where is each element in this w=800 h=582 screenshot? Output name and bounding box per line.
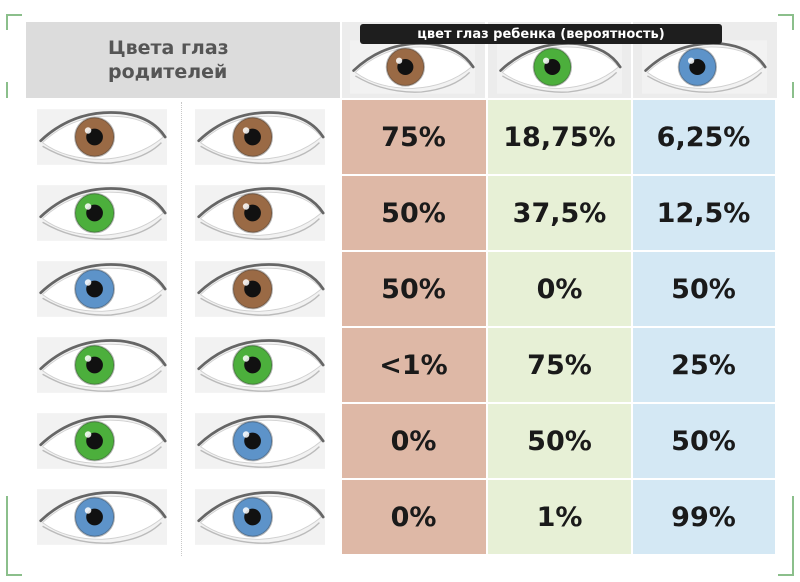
parent1-cell <box>26 100 178 174</box>
corner-mark <box>6 496 8 576</box>
corner-mark <box>6 574 22 576</box>
parent1-cell <box>26 328 178 402</box>
parent2-cell <box>184 176 336 250</box>
parent1-cell <box>26 480 178 554</box>
green-eye-icon <box>37 413 167 469</box>
row-divider <box>26 98 775 100</box>
brown-probability: <1% <box>340 328 487 402</box>
brown-eye-icon <box>195 185 325 241</box>
brown-probability: 75% <box>340 100 487 174</box>
brown-probability: 50% <box>340 252 487 326</box>
blue-eye-icon <box>37 261 167 317</box>
green-probability: 37,5% <box>487 176 632 250</box>
blue-probability: 12,5% <box>632 176 775 250</box>
blue-eye-icon <box>642 40 767 94</box>
parent1-cell <box>26 252 178 326</box>
blue-probability: 50% <box>632 252 775 326</box>
table-row: 50% 37,5% 12,5% <box>26 176 775 250</box>
row-divider <box>26 250 775 252</box>
green-probability: 0% <box>487 252 632 326</box>
brown-eye-icon <box>195 261 325 317</box>
dotted-divider <box>181 102 182 556</box>
row-divider <box>26 326 775 328</box>
child-probability-banner: цвет глаз ребенка (вероятность) <box>360 24 722 44</box>
blue-probability: 50% <box>632 404 775 478</box>
blue-probability: 99% <box>632 480 775 554</box>
brown-eye-icon <box>350 40 475 94</box>
parent2-cell <box>184 100 336 174</box>
green-probability: 1% <box>487 480 632 554</box>
column-divider <box>340 22 342 556</box>
corner-mark <box>778 574 794 576</box>
eye-color-table: Цвета глаз родителей цвет глаз ребенка (… <box>26 22 777 556</box>
parent2-cell <box>184 480 336 554</box>
corner-mark <box>6 14 22 16</box>
brown-probability: 0% <box>340 480 487 554</box>
blue-eye-icon <box>37 489 167 545</box>
row-divider <box>26 174 775 176</box>
table-row: 75% 18,75% 6,25% <box>26 100 775 174</box>
corner-mark <box>792 14 794 30</box>
parent1-cell <box>26 176 178 250</box>
blue-probability: 25% <box>632 328 775 402</box>
brown-eye-icon <box>195 109 325 165</box>
blue-eye-icon <box>195 489 325 545</box>
green-eye-icon <box>497 40 622 94</box>
row-divider <box>26 402 775 404</box>
green-probability: 18,75% <box>487 100 632 174</box>
green-probability: 50% <box>487 404 632 478</box>
parents-header: Цвета глаз родителей <box>26 22 340 98</box>
green-eye-icon <box>195 337 325 393</box>
blue-probability: 6,25% <box>632 100 775 174</box>
table-row: 0% 1% 99% <box>26 480 775 554</box>
parent2-cell <box>184 252 336 326</box>
corner-mark <box>778 14 794 16</box>
brown-probability: 0% <box>340 404 487 478</box>
brown-probability: 50% <box>340 176 487 250</box>
green-eye-icon <box>37 337 167 393</box>
table-row: 50% 0% 50% <box>26 252 775 326</box>
green-eye-icon <box>37 185 167 241</box>
child-eye-green-header <box>487 22 632 98</box>
brown-eye-icon <box>37 109 167 165</box>
corner-mark <box>6 82 8 98</box>
corner-mark <box>792 496 794 576</box>
parent2-cell <box>184 404 336 478</box>
table-row: 0% 50% 50% <box>26 404 775 478</box>
row-divider <box>26 478 775 480</box>
corner-mark <box>6 14 8 30</box>
column-divider <box>631 22 633 556</box>
parent2-cell <box>184 328 336 402</box>
child-eye-brown-header <box>340 22 485 98</box>
blue-eye-icon <box>195 413 325 469</box>
green-probability: 75% <box>487 328 632 402</box>
parents-header-label: Цвета глаз родителей <box>108 37 229 83</box>
column-divider <box>486 22 488 556</box>
corner-mark <box>792 82 794 98</box>
table-row: <1% 75% 25% <box>26 328 775 402</box>
parent1-cell <box>26 404 178 478</box>
